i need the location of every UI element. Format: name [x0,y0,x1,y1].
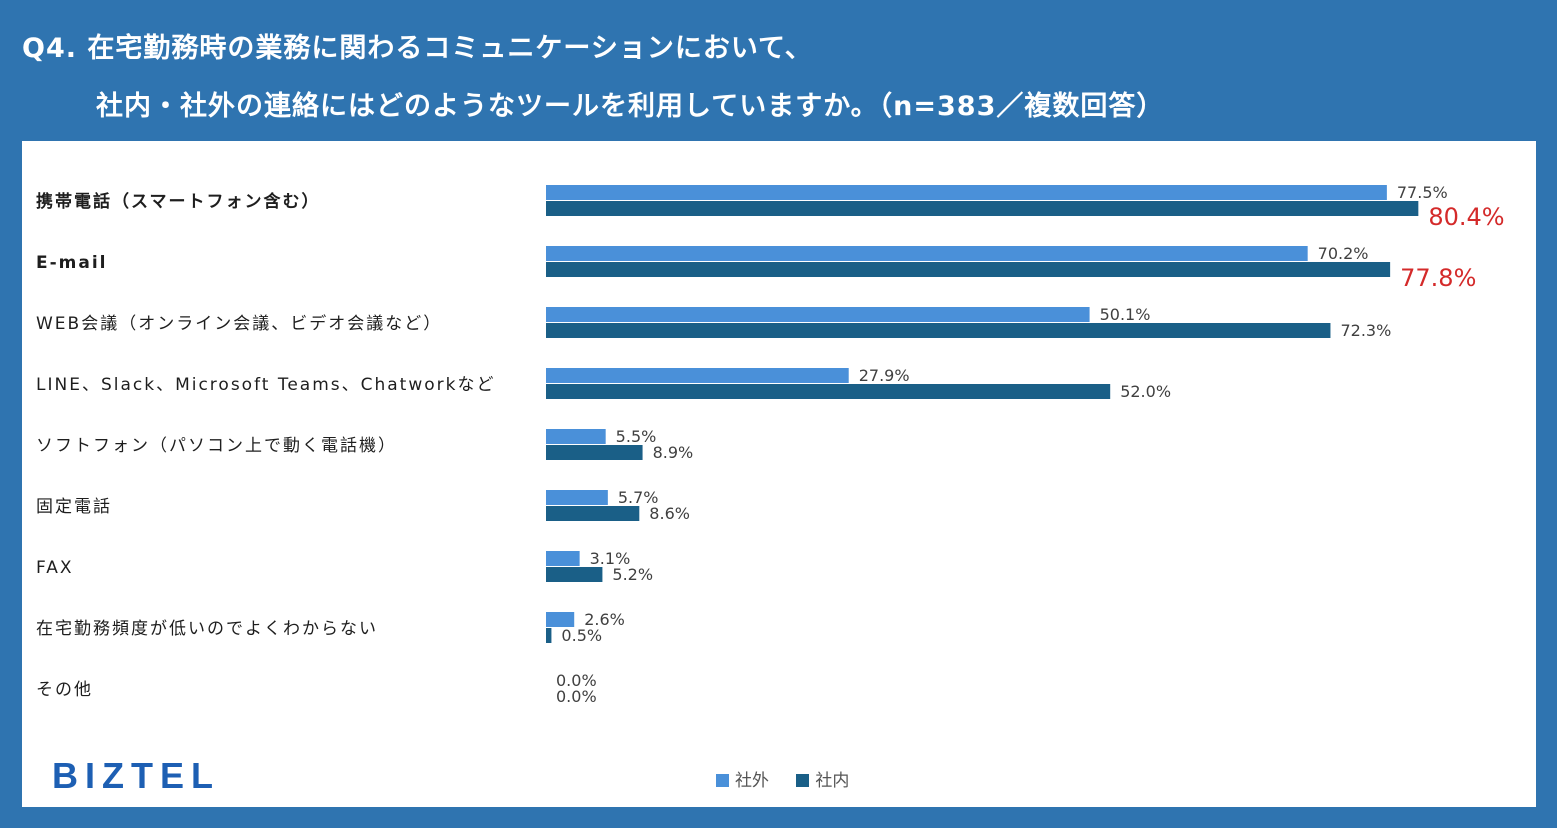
legend-label-outside: 社外 [735,771,769,791]
bar-outside [546,246,1308,261]
value-label-outside: 2.6% [584,610,625,629]
bar-outside [546,185,1387,200]
category-label: 携帯電話（スマートフォン含む） [36,192,321,212]
value-label-inside: 80.4% [1428,203,1504,231]
category-label: WEB会議（オンライン会議、ビデオ会議など） [36,314,443,334]
chart-header: Q4. 在宅勤務時の業務に関わるコミュニケーションにおいて、 社内・社外の連絡に… [0,0,1557,138]
category-label: LINE、Slack、Microsoft Teams、Chatworkなど [36,375,496,395]
category-label: 在宅勤務頻度が低いのでよくわからない [36,619,378,639]
value-label-outside: 27.9% [859,366,910,385]
value-label-outside: 50.1% [1100,305,1151,324]
chart-title-line-2: 社内・社外の連絡にはどのようなツールを利用していますか。（n=383／複数回答） [96,91,1165,122]
category-label: 固定電話 [36,497,112,517]
bar-outside [546,490,608,505]
legend-item-outside: 社外 [716,766,769,791]
chart-title-line-1: Q4. 在宅勤務時の業務に関わるコミュニケーションにおいて、 [22,33,813,64]
bar-outside [546,612,575,627]
category-label: FAX [36,558,74,578]
bar-outside [546,551,580,566]
bar-inside [546,445,643,460]
legend-item-inside: 社内 [796,766,849,791]
value-label-outside: 5.7% [618,488,659,507]
value-label-inside: 0.0% [556,687,597,706]
value-label-outside: 3.1% [590,549,631,568]
category-label: ソフトフォン（パソコン上で動く電話機） [36,436,397,456]
value-label-outside: 70.2% [1318,244,1369,263]
bar-inside [546,323,1331,338]
value-label-inside: 77.8% [1400,264,1476,292]
chart-panel: 携帯電話（スマートフォン含む） E-mail WEB会議（オンライン会議、ビデオ会議… [22,141,1536,807]
value-label-outside: 0.0% [556,671,597,690]
bar-outside [546,307,1090,322]
chart-legend: 社外 社内 [716,766,871,791]
bar-chart: 77.5%80.4% 70.2% 77.8% 50.1% 72.3% 27.9% 52.0%… [546,183,1505,706]
legend-swatch-inside [796,774,810,787]
value-label-inside: 72.3% [1340,321,1391,340]
category-label: E-mail [36,253,108,273]
value-label-outside: 77.5% [1397,183,1448,202]
value-label-inside: 5.2% [612,565,653,584]
bar-inside [546,384,1111,399]
bar-inside [546,567,603,582]
value-label-inside: 8.6% [649,504,690,523]
value-label-outside: 5.5% [616,427,657,446]
legend-swatch-outside [716,774,729,787]
bar-inside [546,201,1419,216]
value-label-inside: 0.5% [561,626,602,645]
biztel-logo: BIZTEL [52,755,220,796]
bar-outside [546,429,606,444]
bar-inside [546,262,1391,277]
value-label-inside: 52.0% [1120,382,1171,401]
bar-inside [546,628,552,643]
value-label-inside: 8.9% [653,443,694,462]
legend-label-inside: 社内 [815,771,850,791]
bar-inside [546,506,640,521]
bar-outside [546,368,849,383]
category-label: その他 [36,680,93,700]
